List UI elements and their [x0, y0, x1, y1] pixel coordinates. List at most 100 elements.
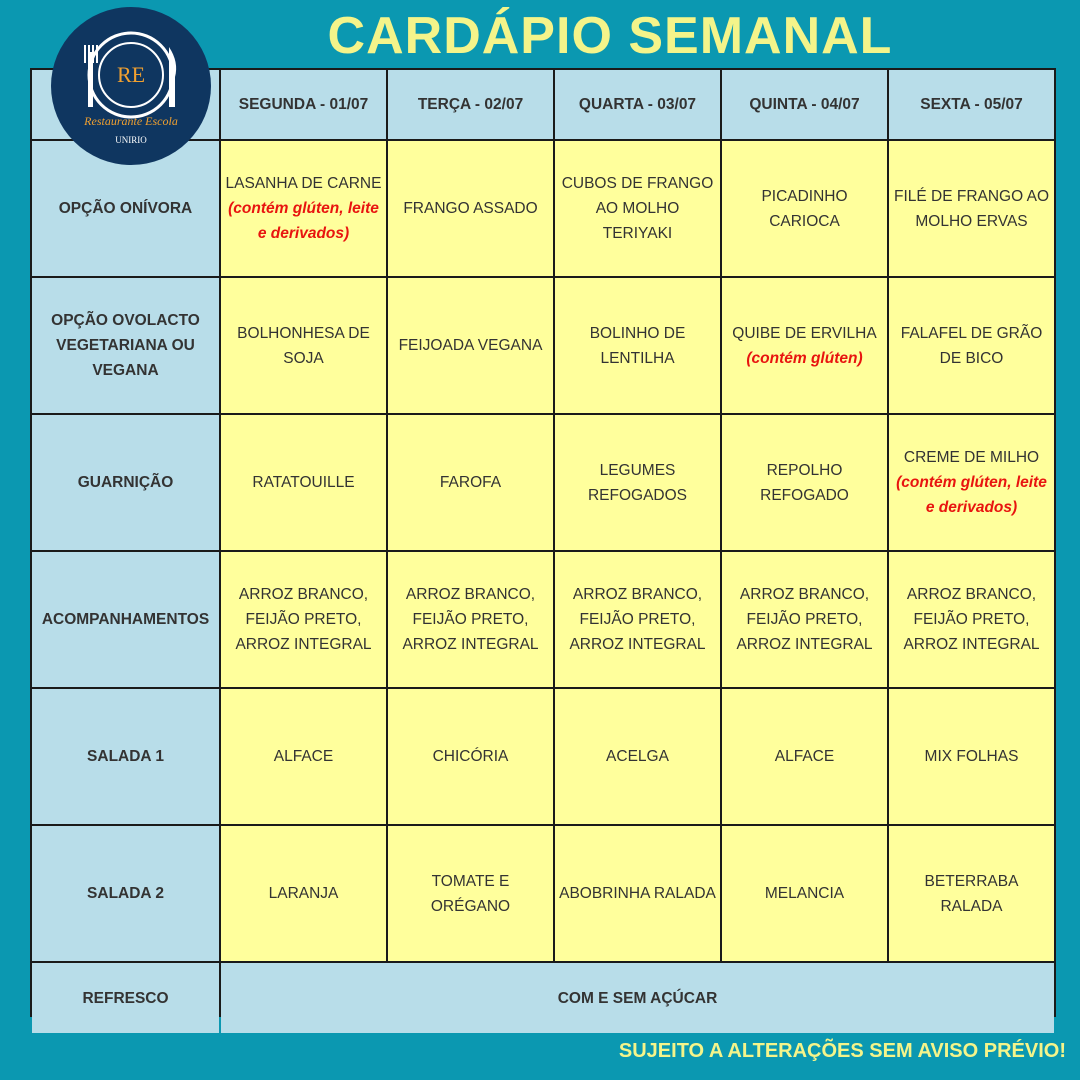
menu-cell: ALFACE	[221, 689, 386, 824]
page-title: CARDÁPIO SEMANAL	[327, 7, 893, 65]
dish-wrap: PICADINHO CARIOCA	[726, 184, 883, 234]
row-label: REFRESCO	[32, 963, 219, 1033]
row-label: GUARNIÇÃO	[32, 415, 219, 550]
logo: RE Restaurante Escola UNIRIO	[51, 7, 211, 165]
dish-name: ARROZ BRANCO, FEIJÃO PRETO, ARROZ INTEGR…	[235, 586, 372, 653]
dish-name: ALFACE	[273, 748, 334, 765]
plate-cutlery-icon: RE Restaurante Escola UNIRIO	[83, 31, 178, 145]
day-header: QUARTA - 03/07	[555, 70, 720, 139]
dish-wrap: ALFACE	[775, 744, 834, 769]
dish-wrap: FAROFA	[440, 470, 501, 495]
menu-cell: ARROZ BRANCO, FEIJÃO PRETO, ARROZ INTEGR…	[722, 552, 887, 687]
dish-wrap: ABOBRINHA RALADA	[559, 881, 716, 906]
dish-name: LASANHA DE CARNE	[225, 175, 382, 192]
dish-wrap: ARROZ BRANCO, FEIJÃO PRETO, ARROZ INTEGR…	[893, 582, 1050, 657]
menu-table: SEGUNDA - 01/07 TERÇA - 02/07 QUARTA - 03/…	[30, 68, 1056, 1033]
dish-wrap: LEGUMES REFOGADOS	[559, 458, 716, 508]
menu-cell: RATATOUILLE	[221, 415, 386, 550]
svg-text:RE: RE	[117, 62, 145, 87]
day-header: SEXTA - 05/07	[889, 70, 1054, 139]
menu-cell: FRANGO ASSADO	[388, 141, 553, 276]
menu-cell: BOLINHO DE LENTILHA	[555, 278, 720, 413]
dish-name: FAROFA	[439, 474, 502, 491]
dish-wrap: MELANCIA	[765, 881, 844, 906]
menu-cell: CUBOS DE FRANGO AO MOLHO TERIYAKI	[555, 141, 720, 276]
dish-wrap: BOLHONHESA DE SOJA	[225, 321, 382, 371]
refresco-cell: COM E SEM AÇÚCAR	[221, 963, 1054, 1033]
dish-wrap: FEIJOADA VEGANA	[399, 333, 543, 358]
row-label: ACOMPANHAMENTOS	[32, 552, 219, 687]
menu-cell: FALAFEL DE GRÃO DE BICO	[889, 278, 1054, 413]
menu-cell: LEGUMES REFOGADOS	[555, 415, 720, 550]
dish-wrap: CHICÓRIA	[433, 744, 509, 769]
dish-name: PICADINHO CARIOCA	[761, 187, 848, 230]
dish-wrap: TOMATE E ORÉGANO	[392, 869, 549, 919]
dish-name: LEGUMES REFOGADOS	[587, 461, 688, 504]
menu-cell: ACELGA	[555, 689, 720, 824]
menu-cell: REPOLHO REFOGADO	[722, 415, 887, 550]
dish-name: CREME DE MILHO	[903, 449, 1040, 466]
dish-name: ARROZ BRANCO, FEIJÃO PRETO, ARROZ INTEGR…	[736, 586, 873, 653]
menu-cell: FILÉ DE FRANGO AO MOLHO ERVAS	[889, 141, 1054, 276]
dish-name: REPOLHO REFOGADO	[760, 461, 849, 504]
allergen-note: (contém glúten, leite e derivados)	[228, 200, 379, 242]
allergen-note: (contém glúten, leite e derivados)	[896, 474, 1047, 516]
dish-name: CHICÓRIA	[432, 748, 509, 765]
dish-name: FEIJOADA VEGANA	[398, 337, 543, 354]
menu-cell: LASANHA DE CARNE (contém glúten, leite e …	[221, 141, 386, 276]
menu-cell: BETERRABA RALADA	[889, 826, 1054, 961]
menu-cell: MELANCIA	[722, 826, 887, 961]
dish-wrap: RATATOUILLE	[252, 470, 354, 495]
menu-cell: ABOBRINHA RALADA	[555, 826, 720, 961]
dish-wrap: ARROZ BRANCO, FEIJÃO PRETO, ARROZ INTEGR…	[392, 582, 549, 657]
dish-name: ALFACE	[774, 748, 835, 765]
dish-name: BOLHONHESA DE SOJA	[237, 324, 370, 367]
dish-name: CUBOS DE FRANGO AO MOLHO TERIYAKI	[561, 175, 714, 242]
menu-cell: ARROZ BRANCO, FEIJÃO PRETO, ARROZ INTEGR…	[889, 552, 1054, 687]
dish-name: RATATOUILLE	[252, 474, 355, 491]
dish-name: FALAFEL DE GRÃO DE BICO	[900, 324, 1043, 367]
dish-wrap: ARROZ BRANCO, FEIJÃO PRETO, ARROZ INTEGR…	[726, 582, 883, 657]
dish-name: ACELGA	[606, 748, 669, 765]
dish-wrap: ARROZ BRANCO, FEIJÃO PRETO, ARROZ INTEGR…	[225, 582, 382, 657]
dish-name: ARROZ BRANCO, FEIJÃO PRETO, ARROZ INTEGR…	[903, 586, 1040, 653]
dish-name: BETERRABA RALADA	[924, 872, 1019, 915]
menu-cell: TOMATE E ORÉGANO	[388, 826, 553, 961]
dish-wrap: QUIBE DE ERVILHA (contém glúten)	[732, 321, 876, 371]
dish-name: MIX FOLHAS	[924, 748, 1019, 765]
menu-cell: ALFACE	[722, 689, 887, 824]
menu-cell: LARANJA	[221, 826, 386, 961]
disclaimer: SUJEITO A ALTERAÇÕES SEM AVISO PRÉVIO!	[618, 1040, 1066, 1062]
dish-wrap: MIX FOLHAS	[925, 744, 1019, 769]
svg-text:UNIRIO: UNIRIO	[115, 135, 147, 145]
dish-wrap: FILÉ DE FRANGO AO MOLHO ERVAS	[893, 184, 1050, 234]
dish-name: FRANGO ASSADO	[403, 200, 538, 217]
day-header: SEGUNDA - 01/07	[221, 70, 386, 139]
dish-wrap: ACELGA	[606, 744, 669, 769]
dish-wrap: BOLINHO DE LENTILHA	[559, 321, 716, 371]
dish-wrap: FRANGO ASSADO	[403, 196, 537, 221]
menu-cell: CREME DE MILHO (contém glúten, leite e de…	[889, 415, 1054, 550]
dish-name: TOMATE E ORÉGANO	[430, 872, 511, 915]
menu-cell: BOLHONHESA DE SOJA	[221, 278, 386, 413]
row-label: SALADA 2	[32, 826, 219, 961]
dish-wrap: CREME DE MILHO (contém glúten, leite e de…	[893, 445, 1050, 520]
dish-wrap: ALFACE	[274, 744, 333, 769]
dish-wrap: BETERRABA RALADA	[893, 869, 1050, 919]
menu-cell: ARROZ BRANCO, FEIJÃO PRETO, ARROZ INTEGR…	[555, 552, 720, 687]
dish-name: QUIBE DE ERVILHA	[732, 324, 877, 342]
menu-cell: PICADINHO CARIOCA	[722, 141, 887, 276]
row-label: SALADA 1	[32, 689, 219, 824]
dish-wrap: FALAFEL DE GRÃO DE BICO	[893, 321, 1050, 371]
dish-wrap: CUBOS DE FRANGO AO MOLHO TERIYAKI	[559, 171, 716, 246]
dish-wrap: LASANHA DE CARNE (contém glúten, leite e …	[225, 171, 382, 246]
row-label: OPÇÃO OVOLACTO VEGETARIANA OU VEGANA	[32, 278, 219, 413]
allergen-note: (contém glúten)	[746, 349, 863, 367]
dish-name: FILÉ DE FRANGO AO MOLHO ERVAS	[893, 187, 1050, 230]
dish-name: LARANJA	[268, 885, 339, 902]
dish-wrap: ARROZ BRANCO, FEIJÃO PRETO, ARROZ INTEGR…	[559, 582, 716, 657]
menu-cell: FEIJOADA VEGANA	[388, 278, 553, 413]
menu-cell: ARROZ BRANCO, FEIJÃO PRETO, ARROZ INTEGR…	[388, 552, 553, 687]
day-header: TERÇA - 02/07	[388, 70, 553, 139]
dish-name: ARROZ BRANCO, FEIJÃO PRETO, ARROZ INTEGR…	[569, 586, 706, 653]
